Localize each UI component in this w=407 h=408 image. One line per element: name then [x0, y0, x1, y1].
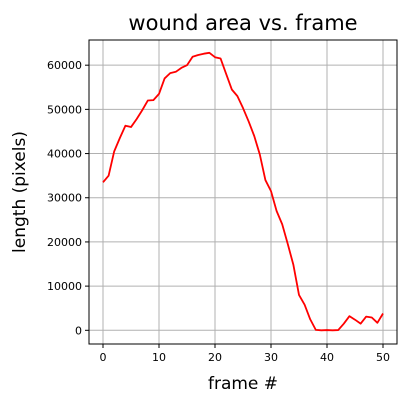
x-tick-label: 30 — [264, 351, 278, 364]
y-tick-label: 0 — [75, 324, 82, 337]
y-tick-label: 20000 — [47, 236, 82, 249]
x-tick-label: 20 — [208, 351, 222, 364]
y-tick-label: 30000 — [47, 192, 82, 205]
series-layer — [102, 51, 384, 332]
y-axis-label: length (pixels) — [10, 131, 30, 253]
y-tick-label: 60000 — [47, 59, 82, 72]
x-tick-label: 0 — [100, 351, 107, 364]
x-tick-label: 10 — [152, 351, 166, 364]
y-tick-label: 10000 — [47, 280, 82, 293]
plot-frame — [88, 39, 398, 345]
x-tick-label: 40 — [320, 351, 334, 364]
chart-title: wound area vs. frame — [128, 11, 357, 35]
grid-lines — [89, 40, 397, 344]
x-axis-label: frame # — [208, 374, 278, 394]
y-tick-label: 50000 — [47, 103, 82, 116]
series-line — [102, 51, 384, 332]
x-tick-label: 50 — [376, 351, 390, 364]
ticks: 0 10 20 30 40 50 0 10000 20000 30000 40000 50000 600… — [47, 59, 390, 364]
y-tick-label: 40000 — [47, 148, 82, 161]
